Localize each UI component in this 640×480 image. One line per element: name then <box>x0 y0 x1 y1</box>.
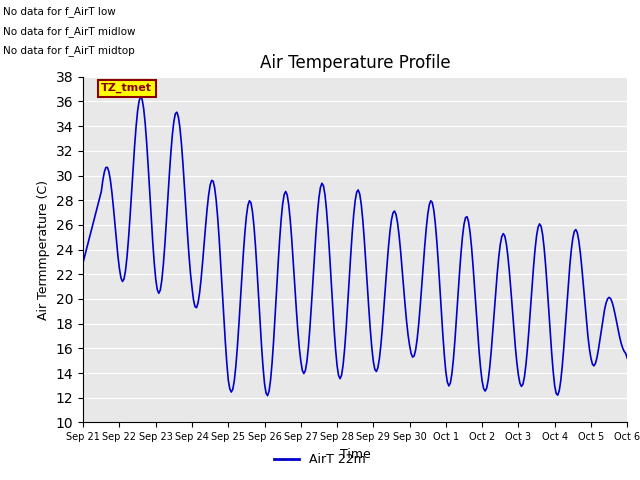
X-axis label: Time: Time <box>340 448 371 461</box>
Y-axis label: Air Termmperature (C): Air Termmperature (C) <box>37 180 50 320</box>
Title: Air Temperature Profile: Air Temperature Profile <box>260 54 451 72</box>
Legend: AirT 22m: AirT 22m <box>269 448 371 471</box>
Text: TZ_tmet: TZ_tmet <box>101 83 152 93</box>
Text: No data for f_AirT midtop: No data for f_AirT midtop <box>3 45 135 56</box>
Text: No data for f_AirT low: No data for f_AirT low <box>3 6 116 17</box>
Text: No data for f_AirT midlow: No data for f_AirT midlow <box>3 25 136 36</box>
